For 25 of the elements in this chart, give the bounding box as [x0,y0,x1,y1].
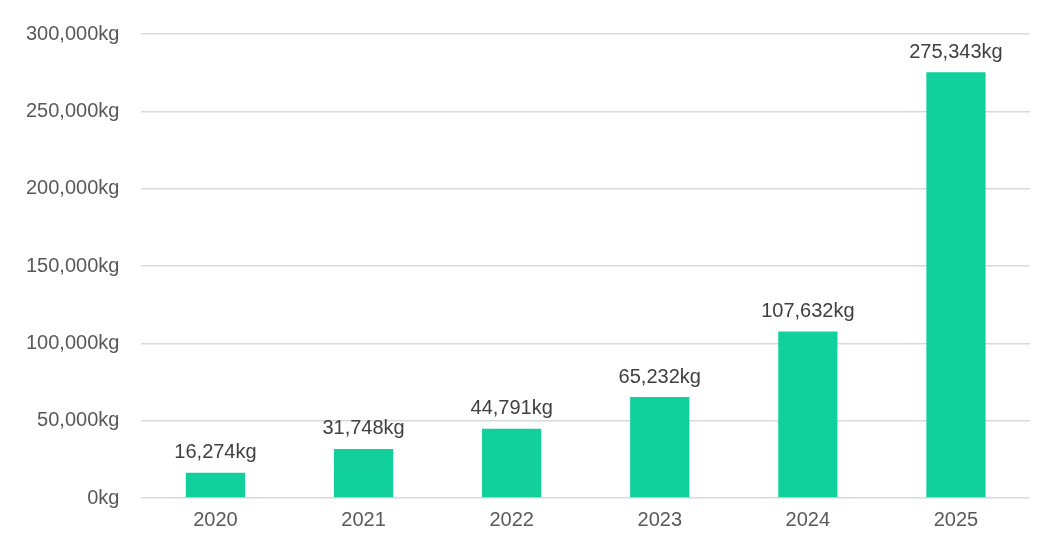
y-tick-label: 250,000kg [26,98,120,121]
data-label: 44,791kg [470,396,553,419]
data-label: 107,632kg [761,299,855,322]
data-label: 275,343kg [909,39,1003,62]
data-label: 65,232kg [618,364,701,387]
bar [630,397,690,498]
x-tick-label: 2021 [341,507,386,530]
data-label: 16,274kg [174,440,257,463]
x-tick-label: 2023 [637,507,683,530]
bar [926,72,986,498]
bar [778,331,838,498]
x-tick-label: 2020 [193,507,238,530]
data-label: 31,748kg [322,416,405,439]
x-tick-label: 2022 [489,507,534,530]
y-tick-label: 150,000kg [26,253,120,276]
bar [185,472,246,498]
bar [333,448,394,498]
y-tick-label: 100,000kg [26,330,120,353]
y-tick-label: 50,000kg [37,408,120,431]
y-tick-label: 200,000kg [26,176,120,199]
y-tick-label: 300,000kg [26,21,120,44]
x-tick-label: 2025 [933,507,979,530]
x-tick-label: 2024 [785,507,831,530]
y-tick-label: 0kg [87,485,120,508]
bar [482,428,542,498]
